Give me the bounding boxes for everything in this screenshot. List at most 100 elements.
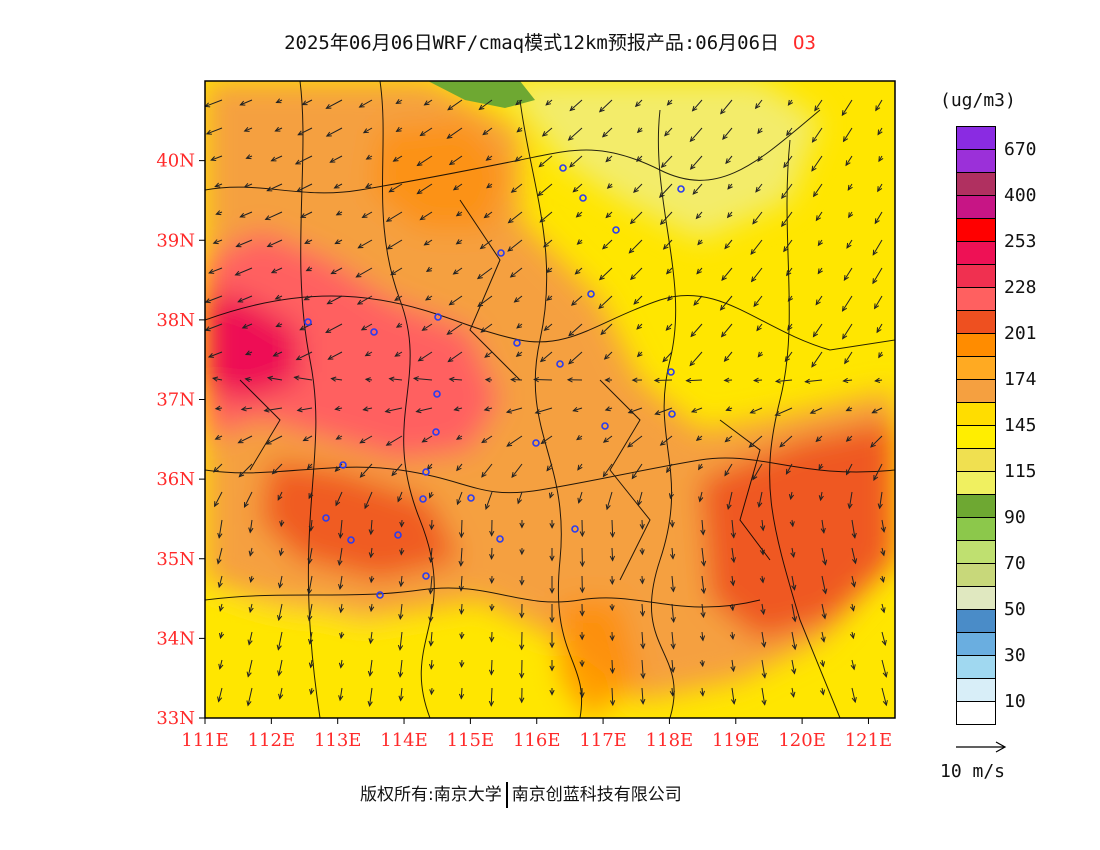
lat-tick-label: 40N — [156, 151, 195, 172]
wind-arrow-shaft — [238, 435, 253, 444]
wind-arrow-shaft — [666, 463, 673, 473]
wind-arrow-shaft — [340, 659, 343, 668]
wind-arrow-head — [789, 521, 795, 528]
wind-arrow-shaft — [453, 267, 463, 275]
wind-arrow-head — [848, 212, 854, 219]
wind-arrow-shaft — [755, 99, 763, 109]
wind-arrow-shaft — [779, 435, 793, 448]
city-marker — [467, 494, 475, 502]
wind-arrow-head — [385, 440, 392, 446]
legend-label: 90 — [1004, 507, 1026, 528]
wind-arrow-shaft — [881, 603, 885, 613]
lat-tick-label: 39N — [156, 230, 195, 251]
wind-arrow-shaft — [304, 295, 313, 301]
wind-arrow-shaft — [247, 687, 253, 706]
wind-arrow-shaft — [334, 183, 343, 189]
wind-arrow-shaft — [490, 687, 493, 706]
wind-arrow-head — [335, 210, 342, 216]
wind-arrow-head — [398, 695, 404, 702]
wind-arrow-head — [330, 269, 337, 275]
wind-arrow-head — [549, 617, 555, 624]
wind-arrow-shaft — [484, 211, 493, 218]
legend-swatch — [956, 448, 996, 471]
wind-arrow-shaft — [399, 631, 403, 650]
wind-arrow-shaft — [310, 519, 313, 531]
wind-arrow-head — [511, 472, 517, 478]
wind-arrow-head — [455, 211, 462, 217]
city-marker — [571, 525, 579, 533]
city-markers — [304, 164, 685, 599]
wind-arrow-head — [653, 377, 660, 383]
wind-arrow-shaft — [692, 183, 703, 195]
wind-arrow-shaft — [481, 463, 493, 478]
wind-arrow-head — [248, 550, 254, 557]
wind-arrow-shaft — [724, 351, 733, 362]
wind-arrow-head — [277, 670, 283, 677]
wind-arrow-head — [359, 472, 366, 478]
wind-arrow-head — [639, 549, 645, 556]
wind-arrow-shaft — [875, 99, 883, 111]
wind-arrow-head — [606, 183, 613, 189]
wind-arrow-shaft — [389, 183, 403, 193]
wind-arrow-shaft — [575, 267, 583, 275]
wind-arrow-head — [506, 441, 513, 447]
pollutant-label: O3 — [793, 32, 816, 54]
wind-arrow-shaft — [666, 267, 673, 274]
wind-arrow-head — [245, 154, 252, 160]
wind-arrow-head — [303, 295, 310, 301]
wind-arrow-head — [459, 661, 465, 668]
lon-tick-label: 119E — [712, 730, 760, 751]
wind-arrow-head — [690, 407, 698, 413]
wind-arrow-shaft — [881, 547, 885, 556]
wind-arrow-shaft — [309, 631, 313, 644]
wind-arrow-head — [489, 605, 495, 612]
wind-arrow-shaft — [370, 631, 373, 644]
wind-arrow-head — [479, 243, 486, 250]
wind-arrow-shaft — [661, 155, 673, 168]
wind-arrow-shaft — [671, 575, 674, 592]
wind-arrow-head — [510, 377, 516, 383]
wind-arrow-shaft — [416, 407, 433, 413]
wind-arrow-head — [330, 376, 337, 382]
wind-arrow-head — [391, 470, 397, 477]
wind-arrow-shaft — [447, 323, 463, 335]
wind-arrow-head — [634, 101, 641, 108]
wind-arrow-shaft — [872, 239, 883, 256]
wind-arrow-shaft — [517, 491, 523, 504]
wind-arrow-shaft — [264, 407, 283, 412]
wind-arrow-head — [878, 156, 884, 163]
wind-arrow-shaft — [420, 127, 433, 136]
wind-arrow-head — [724, 436, 731, 443]
wind-arrow-head — [308, 493, 314, 500]
wind-arrow-shaft — [449, 155, 463, 165]
wind-arrow-head — [598, 274, 605, 281]
wind-arrow-head — [276, 644, 282, 651]
wind-arrow-head — [757, 128, 763, 135]
wind-arrow-head — [669, 521, 675, 528]
wind-arrow-head — [395, 98, 402, 105]
wind-arrow-head — [296, 407, 303, 413]
wind-arrow-head — [244, 377, 251, 383]
wind-arrow-head — [338, 662, 345, 669]
wind-arrow-head — [845, 436, 852, 442]
wind-arrow-shaft — [578, 491, 583, 503]
wind-arrow-head — [234, 270, 241, 276]
wind-arrow-head — [425, 266, 432, 272]
legend-swatch — [956, 195, 996, 218]
wind-arrow-head — [609, 635, 615, 642]
wind-arrow-shaft — [761, 631, 765, 647]
wind-arrow-shaft — [786, 267, 793, 276]
wind-arrow-shaft — [515, 99, 523, 106]
wind-arrow-head — [299, 325, 306, 331]
wind-arrow-shaft — [573, 183, 583, 193]
wind-arrow-shaft — [356, 267, 373, 278]
wind-arrow-head — [605, 212, 612, 219]
wind-arrow-shaft — [369, 687, 373, 706]
wind-arrow-head — [214, 405, 221, 411]
wind-arrow-shaft — [654, 379, 673, 382]
city-marker — [587, 290, 595, 298]
wind-arrow-shaft — [843, 127, 853, 142]
lat-tick-label: 36N — [156, 469, 195, 490]
wind-arrow-head — [545, 100, 552, 106]
wind-arrow-head — [629, 218, 636, 225]
